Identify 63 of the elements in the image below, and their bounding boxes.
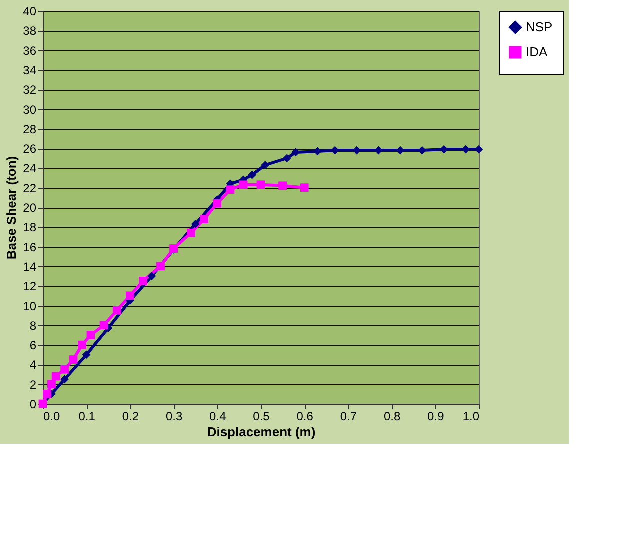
point [226,186,235,194]
y-tick-label: 40 [23,4,37,18]
y-tick-label: 2 [30,378,37,392]
point [48,380,56,389]
x-tick-label: 0.7 [340,410,358,424]
x-tick-label: 0.3 [166,410,183,424]
y-tick-label: 32 [23,83,37,98]
point [191,220,200,228]
point [100,321,108,330]
y-tick-label: 34 [23,63,37,78]
x-tick-label: 0.6 [296,410,314,424]
point [278,182,287,190]
y-tick-label: 18 [23,220,37,235]
point [139,277,148,286]
y-tick-label: 30 [23,102,37,117]
y-tick-label: 8 [30,318,37,333]
point [60,375,69,384]
point [60,365,69,374]
point [112,306,122,315]
x-tick-label: 0.9 [428,410,445,424]
x-tick-label: 0.0 [44,410,61,424]
y-tick-label: 4 [30,358,37,372]
y-tick-label: 14 [23,260,37,274]
point [200,215,209,224]
y-axis-title: Base Shear (ton) [4,156,20,260]
point [86,331,96,340]
x-tick-label: 0.2 [122,410,140,424]
x-tick-label: 0.4 [210,410,227,424]
point [213,199,222,208]
point [187,228,196,238]
x-tick-label: 1.0 [462,410,480,424]
y-tick-label: 10 [23,299,37,314]
y-tick-label: 16 [23,240,37,254]
y-tick-label: 24 [23,162,37,176]
y-tick-label: 12 [23,280,37,294]
y-tick-label: 6 [30,338,37,353]
point [300,184,309,192]
y-tick-label: 20 [23,201,37,215]
y-tick-label: 28 [23,122,37,136]
point [126,292,134,300]
point [248,170,256,180]
y-tick-label: 0 [30,398,37,412]
point [52,372,60,381]
x-tick-label: 0.8 [384,410,401,424]
point [156,262,165,271]
legend-label: NSP [526,20,553,34]
point [282,154,292,163]
y-tick-label: 36 [23,44,37,58]
point [148,272,156,280]
legend-label: IDA [526,44,548,60]
y-tick-label: 22 [23,181,37,196]
point [78,340,86,350]
point [256,180,266,190]
point [261,161,270,170]
point [82,350,91,360]
x-tick-label: 0.5 [253,410,270,424]
point [239,180,248,190]
y-tick-label: 38 [23,24,37,38]
y-tick-label: 26 [23,142,37,156]
x-axis-title: Displacement (m) [207,424,316,440]
point [43,390,52,398]
point [69,356,78,364]
x-tick-label: 0.1 [78,410,96,424]
